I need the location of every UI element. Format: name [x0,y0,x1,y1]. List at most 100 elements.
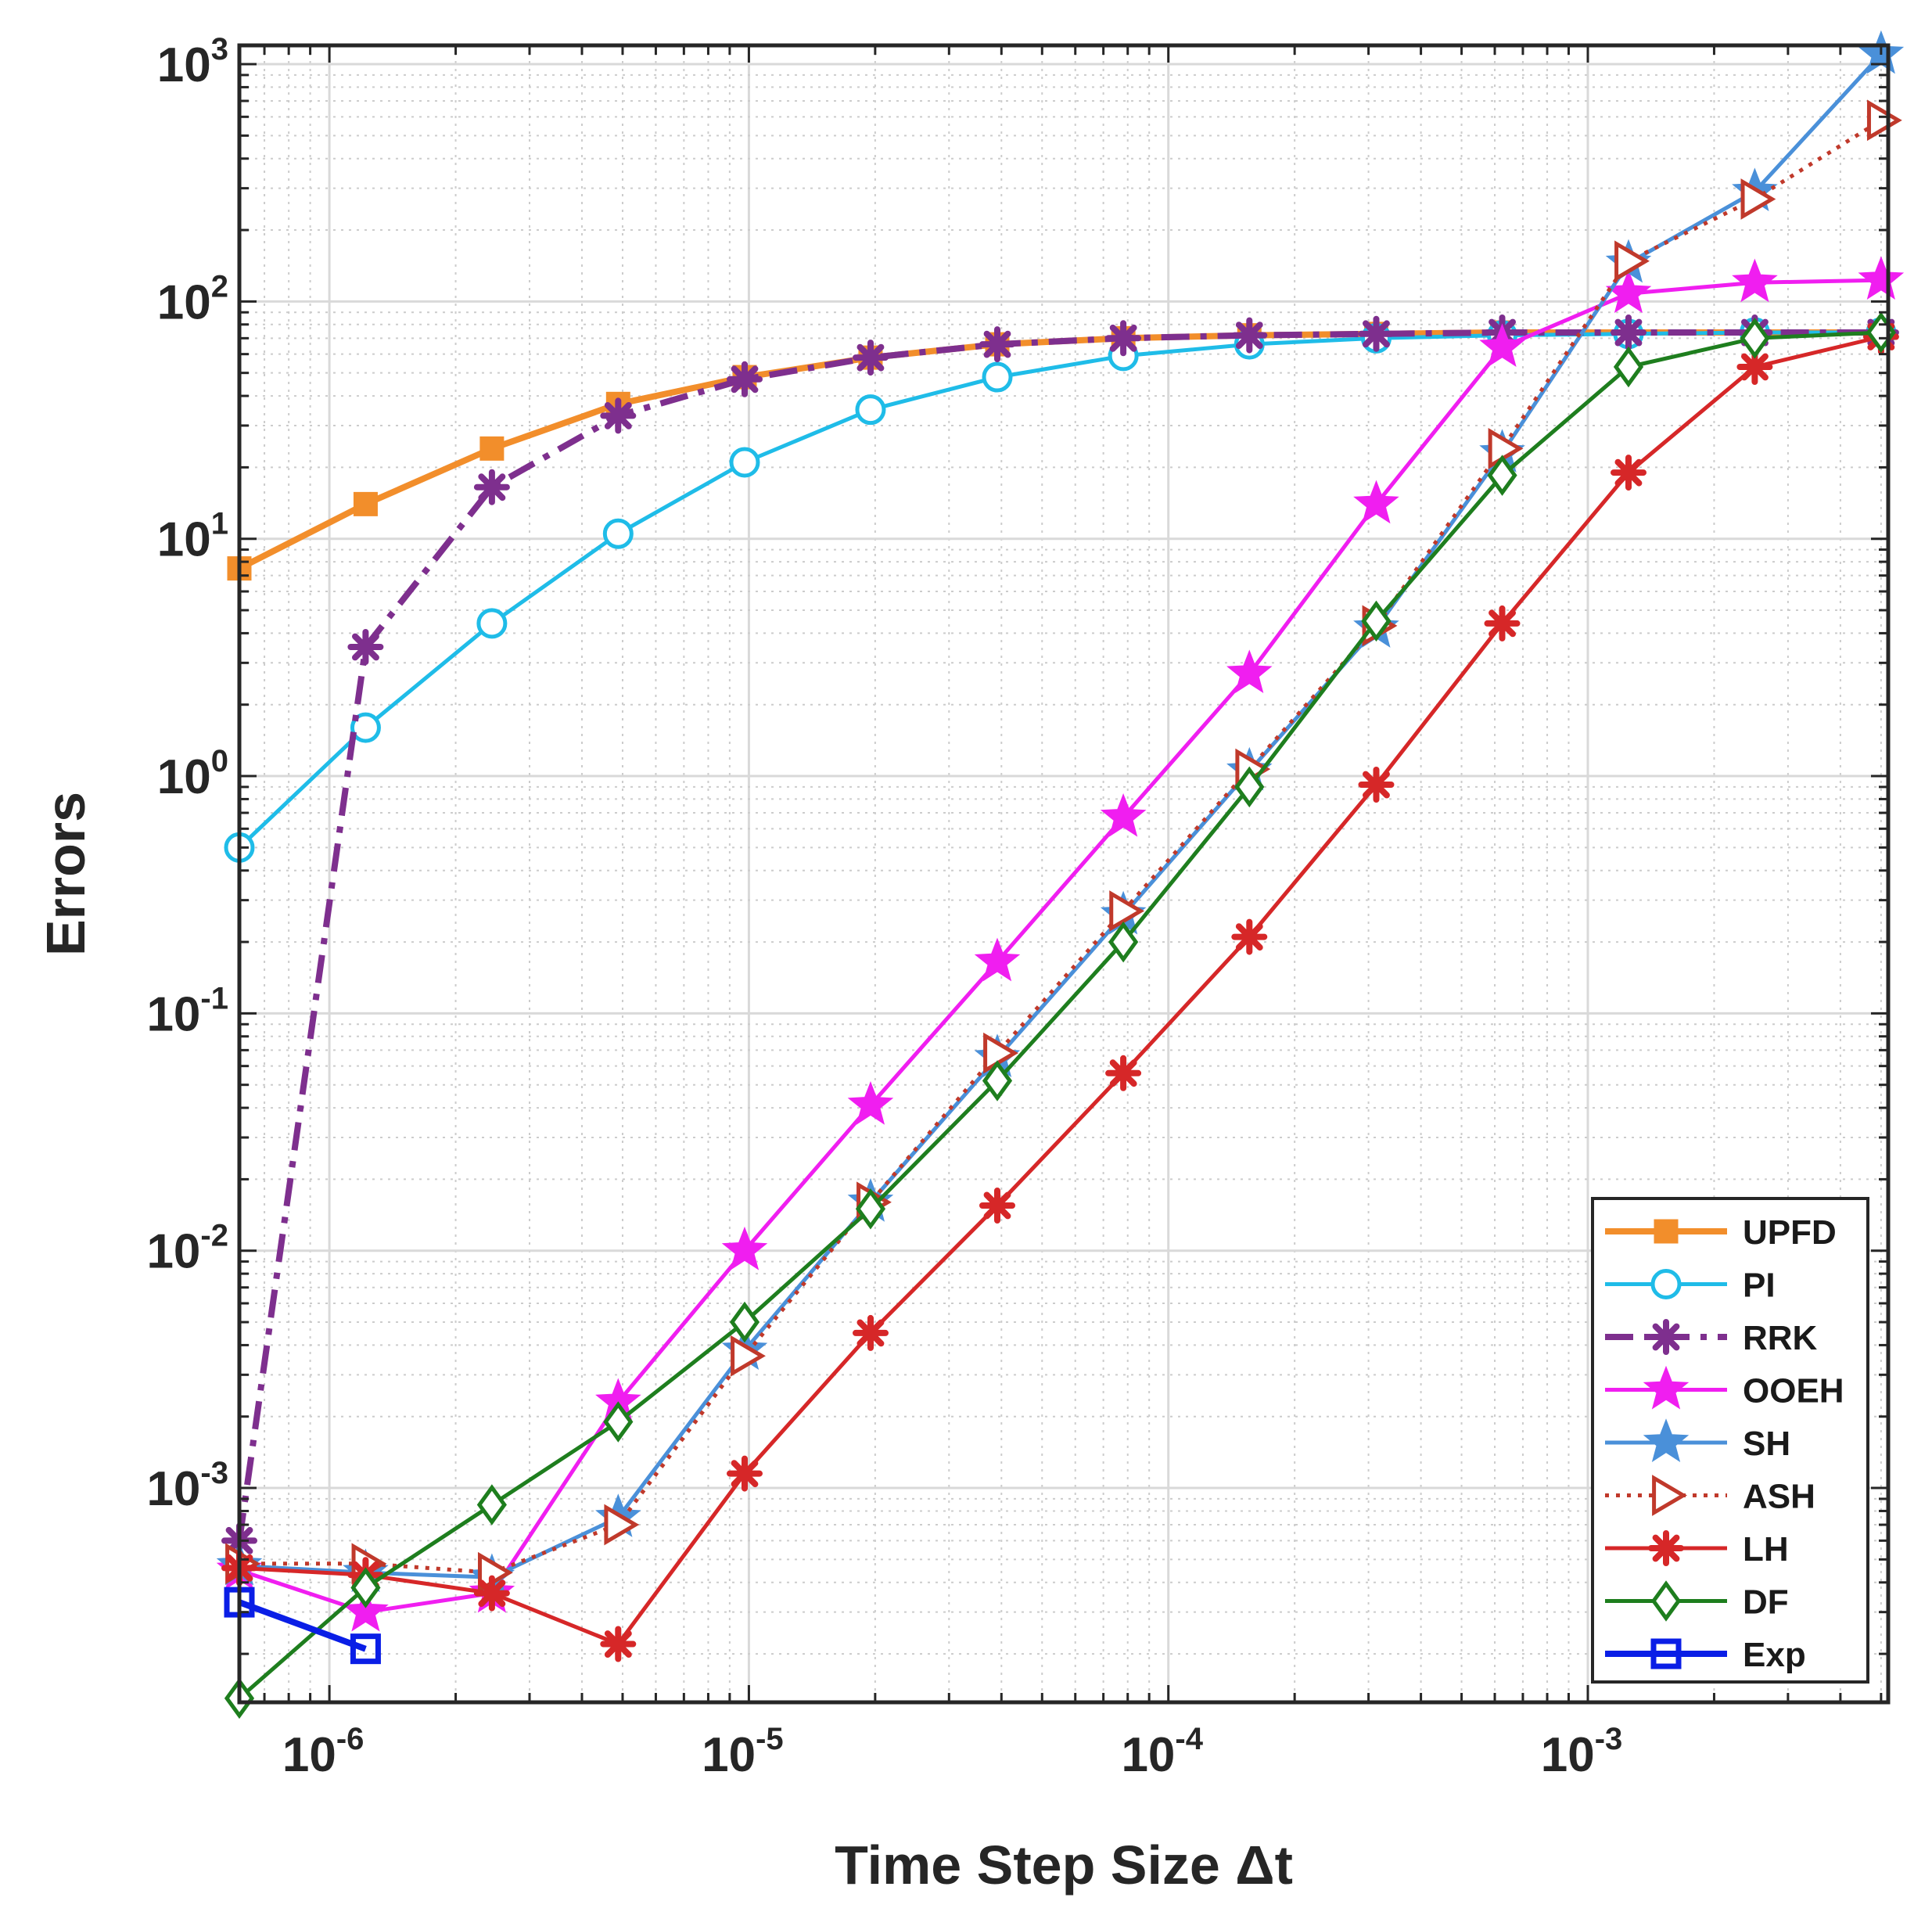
data-point-lh [853,1314,889,1351]
series-lh [221,318,1899,1662]
y-tick-label-base: 10 [146,1225,200,1279]
y-tick-label-exponent: 1 [211,507,228,541]
y-tick-label-exponent: 0 [211,744,228,778]
data-point-df [1361,600,1392,642]
data-point-ash [1740,178,1776,220]
legend-label-exp: Exp [1743,1636,1806,1674]
legend-marker-sh [1643,1418,1690,1462]
legend-label-df: DF [1743,1583,1789,1622]
data-point-pi [602,518,634,549]
data-point-exp [350,1633,381,1665]
x-tick-label-base: 10 [1121,1728,1175,1782]
legend-label-pi: PI [1743,1267,1776,1305]
y-tick-label: 10-1 [146,981,228,1041]
data-point-ooeh [721,1226,768,1270]
x-tick-label-exponent: -5 [756,1722,784,1756]
data-point-lh [600,1626,637,1662]
series-df [224,311,1896,1720]
data-point-df [1108,921,1139,963]
y-tick-label-exponent: -3 [200,1456,228,1490]
data-point-df [476,1484,507,1525]
data-point-ash [1614,240,1650,282]
x-tick-label-exponent: -6 [336,1722,364,1756]
data-point-lh [1358,767,1395,803]
grid-lines [239,45,1888,1702]
legend-marker-ash [1652,1475,1687,1516]
data-point-ooeh [1100,793,1147,837]
data-point-df [1613,346,1644,388]
legend-box [1591,1197,1869,1684]
legend-marker-upfd [1654,1219,1679,1244]
legend-entry-pi: PI [1605,1267,1776,1305]
y-tick-label-base: 10 [157,513,211,567]
data-point-ooeh [343,1587,389,1632]
data-point-lh [473,1575,510,1612]
data-point-df [855,1188,886,1230]
y-tick-label-base: 10 [146,987,200,1041]
x-tick-label-base: 10 [702,1728,756,1782]
data-point-rrk [979,326,1015,363]
x-tick-label: 10-6 [282,1722,364,1782]
legend: UPFD PI RRK OOEH SH ASH LH DF Exp [1591,1197,1869,1684]
data-point-df [603,1401,634,1443]
data-point-rrk [1611,314,1647,350]
data-point-df [1740,318,1770,359]
data-point-rrk [347,629,384,665]
data-point-pi [476,608,508,639]
data-point-ash [1866,99,1902,142]
y-tick-label-exponent: 2 [211,269,228,304]
data-point-lh [1105,1055,1142,1091]
legend-label-ash: ASH [1743,1478,1815,1516]
series-line-df [238,330,1882,1700]
legend-entry-upfd: UPFD [1605,1213,1837,1252]
legend-marker-rrk [1648,1319,1684,1355]
data-point-df [729,1301,760,1343]
data-point-ooeh [1732,258,1778,303]
legend-marker-exp [1650,1638,1682,1669]
data-point-rrk [1358,315,1395,352]
legend-label-rrk: RRK [1743,1319,1818,1357]
x-tick-label: 10-3 [1541,1722,1623,1782]
data-point-pi [982,361,1013,393]
legend-entry-ash: ASH [1605,1475,1815,1516]
data-point-ash [1109,890,1145,932]
data-point-upfd [479,436,505,461]
data-point-df [350,1567,381,1608]
y-tick-label-base: 10 [157,750,211,804]
data-point-rrk [473,469,510,505]
legend-label-upfd: UPFD [1743,1213,1837,1252]
axes [237,43,1891,1705]
x-tick-label-exponent: -4 [1175,1722,1203,1756]
data-point-rrk [1105,320,1142,357]
series-line-sh [239,52,1883,1579]
data-point-lh [1484,605,1521,641]
legend-label-lh: LH [1743,1530,1789,1569]
legend-marker-lh [1648,1530,1684,1566]
series-line-ash [239,118,1883,1575]
data-point-ooeh [1226,649,1273,694]
series-line-rrk [236,329,1881,1541]
y-tick-label-exponent: -2 [200,1219,228,1253]
x-axis-title: Time Step Size Δt [835,1835,1293,1896]
axes-box [237,43,1891,1705]
data-point-ooeh [1353,480,1399,524]
series-line-pi [238,330,1881,850]
data-point-df [982,1060,1013,1101]
legend-entry-df: DF [1605,1580,1789,1622]
series-line-ooeh [239,278,1881,1615]
legend-marker-ooeh [1643,1365,1690,1410]
y-tick-label-exponent: -1 [200,981,228,1015]
data-point-lh [1231,918,1268,955]
data-point-lh [1611,455,1647,491]
data-point-ooeh [1858,256,1905,300]
data-point-pi [855,394,886,426]
data-point-pi [350,712,381,743]
data-point-ash [604,1504,640,1546]
x-tick-label-base: 10 [282,1728,336,1782]
data-point-ash [731,1335,766,1377]
x-tick-label: 10-5 [702,1722,784,1782]
data-point-lh [979,1188,1015,1224]
data-point-ooeh [847,1081,894,1125]
y-tick-label: 102 [157,269,228,329]
